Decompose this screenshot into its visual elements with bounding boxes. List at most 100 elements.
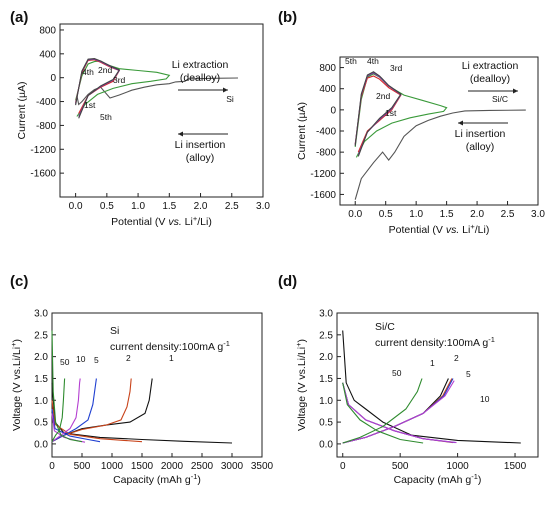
plot-frame [336,312,539,458]
panel-label-a: (a) [10,9,28,26]
x-tick-label: 1.0 [409,209,423,220]
x-tick-label: 0.5 [100,201,114,212]
series-line [354,73,448,158]
y-axis-title: Current (µA) [16,82,28,140]
y-tick-label: 0.5 [319,418,333,429]
x-tick-label: 1.5 [162,201,176,212]
cycle-label-50: 50 [60,357,70,367]
cycle-label-1: 1 [430,358,435,368]
cycle-label-5: 5 [466,369,471,379]
series-line [76,77,239,106]
y-tick-label: -800 [316,148,336,159]
panel-label-b: (b) [278,9,297,26]
x-tick-label: 2.5 [225,201,239,212]
x-tick-label: 1.0 [131,201,145,212]
cycle-label-1st: 1st [385,108,397,118]
cycle-label-5th: 5th [100,112,112,122]
x-tick-label: 0.5 [379,209,393,220]
y-tick-label: 0.0 [34,439,48,450]
chart-panel-c: 0 500 1000 1500 2000 2500 3000 3500 0.0 0.5 1.0 1.5… [9,309,274,487]
y-tick-label: 3.0 [319,309,333,320]
cycle-label-10: 10 [480,394,490,404]
x-tick-label: 500 [74,461,91,472]
series-line [51,378,97,443]
annotation-alloy: (alloy) [466,141,495,153]
panel-label-d: (d) [278,273,297,290]
y-tick-label: 0.0 [319,439,333,450]
cycle-label-4th: 4th [367,56,379,66]
y-tick-label: 800 [319,63,336,74]
y-tick-label: 1.0 [34,396,48,407]
cycle-label-50: 50 [392,368,402,378]
y-axis-title: Voltage (V vs.Li/Li+) [9,339,24,431]
y-tick-label: 2.0 [319,352,333,363]
series-line [51,378,66,442]
annotation-li-insertion: Li insertion [175,139,226,151]
x-tick-label: 2.0 [470,209,484,220]
series-line [342,330,521,444]
series-line [75,58,121,119]
series-line [51,400,143,443]
series-line [342,378,449,444]
x-tick-label: 3500 [251,461,274,472]
x-tick-label: 3.0 [531,209,545,220]
material-label: Si [110,325,119,337]
y-tick-label: -1600 [30,169,56,180]
cycle-label-5: 5 [94,355,99,365]
cycle-label-2nd: 2nd [98,65,112,75]
x-tick-label: 0 [340,461,346,472]
x-tick-label: 2500 [191,461,214,472]
cycle-label-1st: 1st [84,100,96,110]
chart-panel-b: 0.0 0.5 1.0 1.5 2.0 2.5 3.0 800 400 0 -400 -800 -120… [296,56,545,236]
annotation-li-extraction: Li extraction [462,60,519,72]
annotation-dealloy: (dealloy) [470,73,510,85]
electrode-label: Si [226,94,234,104]
y-tick-label: 0 [50,73,56,84]
y-tick-label: 1.0 [319,396,333,407]
series-line [354,109,526,200]
y-tick-label: 400 [319,84,336,95]
y-tick-label: 2.0 [34,352,48,363]
y-tick-label: -400 [36,97,56,108]
x-tick-label: 1000 [101,461,124,472]
x-axis-title: Potential (V vs. Li+/Li) [111,214,212,229]
cycle-label-1: 1 [169,353,174,363]
x-tick-label: 3.0 [256,201,270,212]
annotation-alloy: (alloy) [186,152,215,164]
y-tick-label: 1.5 [34,374,48,385]
x-tick-label: 0.0 [348,209,362,220]
series-line [342,382,457,444]
cycle-label-2: 2 [454,353,459,363]
series-line [342,380,455,444]
arrow-left-head [458,120,463,126]
series-line [75,60,171,117]
material-label: Si/C [375,321,395,333]
cycle-label-4th: 4th [82,67,94,77]
series-line [342,378,454,444]
x-tick-label: 2.5 [501,209,515,220]
y-tick-label: 1.5 [319,374,333,385]
y-tick-label: 0 [330,105,336,116]
series-line [342,382,456,444]
plot-frame [59,23,264,198]
y-tick-label: 2.5 [319,330,333,341]
annotation-li-extraction: Li extraction [172,59,229,71]
x-axis-title: Capacity (mAh g-1) [394,472,482,487]
series-line [342,382,454,444]
x-tick-label: 0.0 [69,201,83,212]
x-tick-label: 1500 [504,461,527,472]
x-tick-label: 500 [392,461,409,472]
cycle-label-3rd: 3rd [113,75,126,85]
arrow-right-head [223,87,228,93]
chart-panel-a: 0.0 0.5 1.0 1.5 2.0 2.5 3.0 800 400 0 -400 -800 -120… [16,23,270,229]
y-tick-label: -1200 [310,169,336,180]
y-tick-label: 3.0 [34,309,48,320]
cycle-label-10: 10 [76,354,86,364]
arrow-right-head [513,88,518,94]
y-tick-label: -800 [36,121,56,132]
x-tick-label: 3000 [221,461,244,472]
x-tick-label: 2.0 [194,201,208,212]
series-line [342,378,423,444]
series-line [51,330,83,443]
x-axis-title: Potential (V vs. Li+/Li) [389,222,490,237]
